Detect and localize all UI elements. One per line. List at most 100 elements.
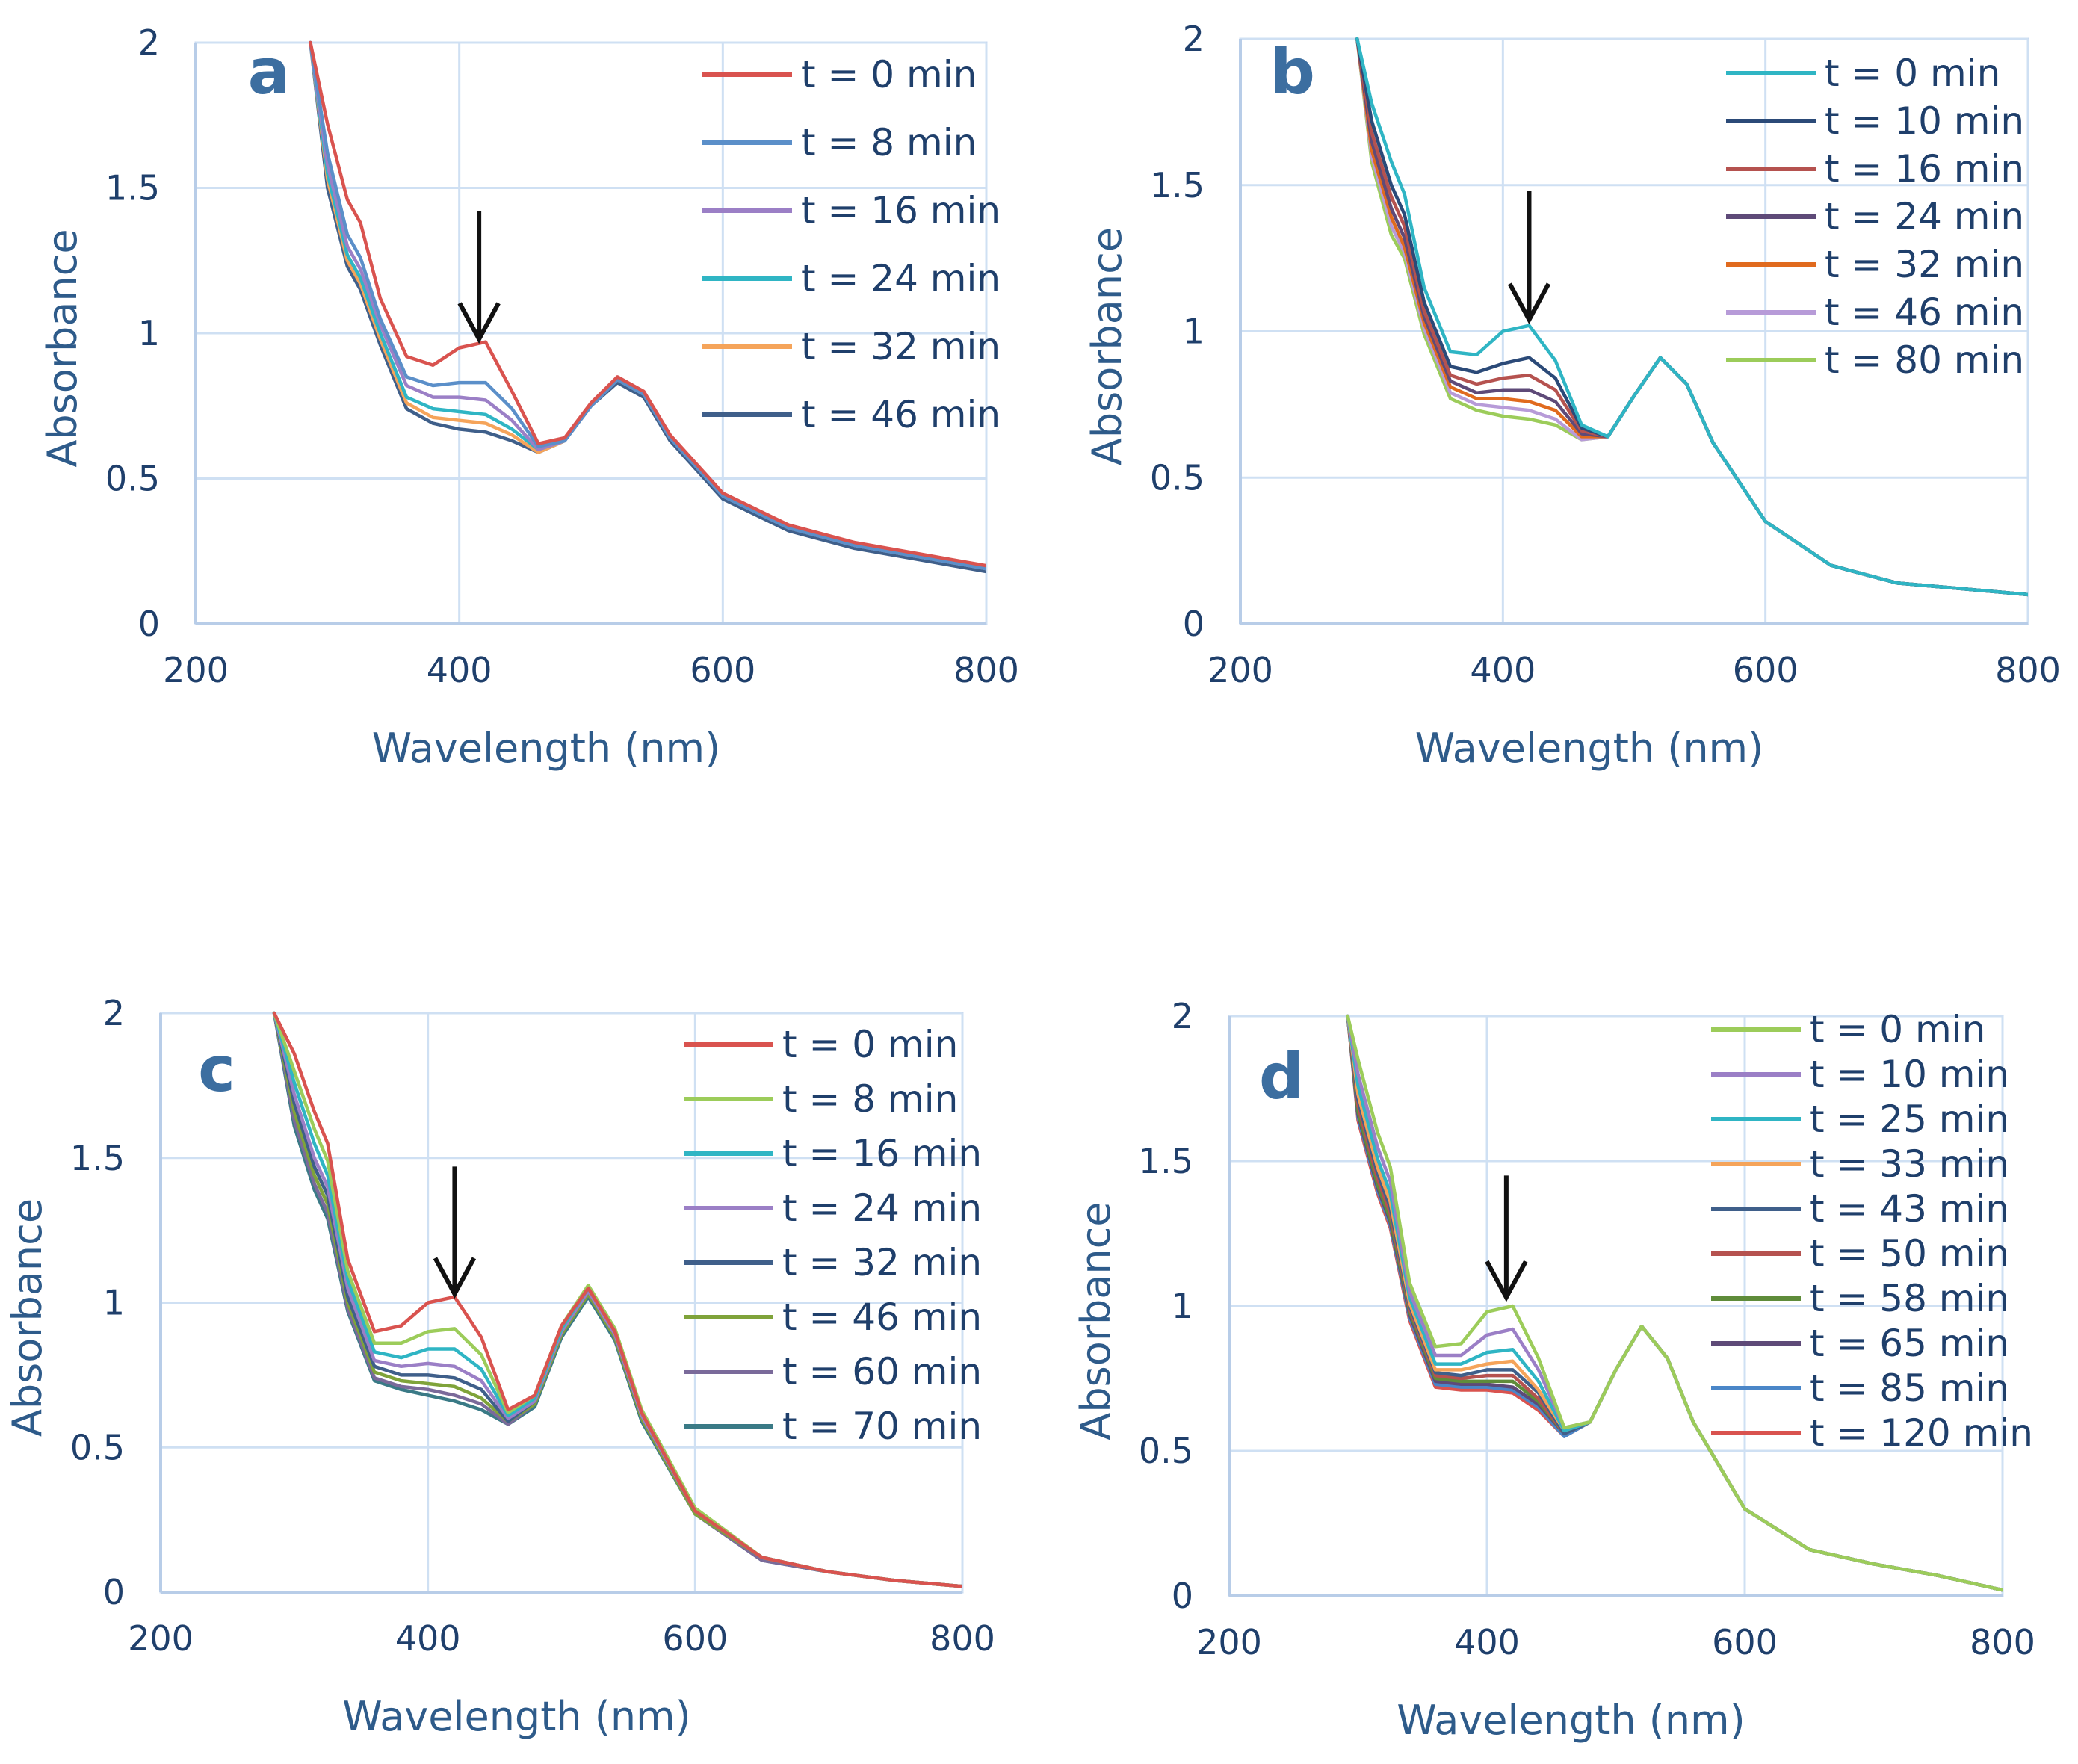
y-tick-label: 1.5 [1150, 165, 1205, 205]
x-axis-title: Wavelength (nm) [372, 725, 720, 772]
legend-label: t = 25 min [1810, 1098, 2009, 1141]
legend-label: t = 0 min [1810, 1008, 1985, 1051]
y-tick-label: 1.5 [1139, 1141, 1193, 1181]
legend-label: t = 43 min [1810, 1187, 2009, 1231]
legend-label: t = 33 min [1810, 1142, 2009, 1186]
legend-label: t = 32 min [1825, 243, 2024, 286]
x-tick-label: 200 [1207, 650, 1273, 690]
arrow-head [1507, 282, 1551, 325]
chart-panel-c: 200 400 600 800 0 0.5 1 1.5 2 Wavelength (nm) Abso… [4, 993, 995, 1740]
legend-label: t = 58 min [1810, 1277, 2009, 1320]
legend-label: t = 16 min [1825, 147, 2024, 191]
x-tick-label: 400 [427, 650, 492, 690]
series-line [1346, 1014, 2003, 1592]
legend-label: t = 70 min [782, 1405, 982, 1448]
x-tick-label: 600 [1712, 1622, 1778, 1662]
legend-label: t = 0 min [801, 53, 977, 96]
y-tick-label: 0.5 [70, 1427, 125, 1467]
x-tick-label: 200 [163, 650, 229, 690]
x-axis-title: Wavelength (nm) [1397, 1697, 1745, 1744]
y-tick-label: 2 [103, 993, 125, 1033]
legend-label: t = 46 min [782, 1296, 982, 1339]
legend-label: t = 0 min [782, 1023, 958, 1066]
series-group [1355, 37, 2028, 597]
legend-label: t = 10 min [1810, 1053, 2009, 1096]
legend: t = 0 min t = 8 min t = 16 min t = 24 min t … [702, 53, 1001, 436]
y-tick-label: 0 [1183, 604, 1205, 644]
legend-label: t = 0 min [1825, 52, 2000, 95]
legend-label: t = 24 min [782, 1186, 982, 1230]
y-tick-label: 0.5 [105, 459, 160, 499]
legend-label: t = 24 min [801, 257, 1001, 300]
series-line [309, 40, 986, 568]
panel-letter: a [248, 35, 291, 108]
legend-label: t = 80 min [1825, 338, 2024, 382]
series-line [1355, 37, 2028, 597]
legend-label: t = 65 min [1810, 1322, 2009, 1365]
legend-label: t = 8 min [782, 1077, 958, 1121]
legend-label: t = 85 min [1810, 1367, 2009, 1410]
y-tick-label: 1.5 [105, 168, 160, 208]
x-tick-label: 200 [128, 1618, 194, 1659]
panel-letter: d [1259, 1040, 1304, 1113]
y-tick-label: 1 [1172, 1286, 1193, 1326]
legend-label: t = 120 min [1810, 1411, 2033, 1455]
y-tick-label: 0 [138, 604, 160, 644]
x-tick-label: 600 [662, 1618, 728, 1659]
x-tick-label: 400 [395, 1618, 461, 1659]
series-group [272, 1011, 962, 1588]
x-axis-title: Wavelength (nm) [1415, 725, 1763, 772]
x-tick-label: 800 [1995, 650, 2061, 690]
y-tick-label: 0 [1172, 1576, 1193, 1616]
y-tick-label: 1 [103, 1283, 125, 1323]
y-tick-label: 1.5 [70, 1138, 125, 1178]
y-tick-label: 0.5 [1139, 1431, 1193, 1471]
chart-panel-d: 200 400 600 800 0 0.5 1 1.5 2 Wavelength (nm) Abso… [1072, 996, 2035, 1744]
y-tick-label: 0.5 [1150, 457, 1205, 498]
chart-panel-b: 200 400 600 800 0 0.5 1 1.5 2 Wavelength (nm) Abso… [1083, 19, 2061, 772]
x-tick-label: 600 [1733, 650, 1799, 690]
y-tick-label: 1 [1183, 312, 1205, 352]
x-tick-label: 200 [1196, 1622, 1262, 1662]
arrow-head [433, 1257, 477, 1299]
x-tick-label: 800 [953, 650, 1019, 690]
legend-label: t = 46 min [1825, 291, 2024, 334]
y-tick-label: 1 [138, 313, 160, 353]
legend-label: t = 46 min [801, 393, 1001, 436]
legend-label: t = 32 min [801, 325, 1001, 368]
legend-label: t = 10 min [1825, 99, 2024, 143]
legend-label: t = 24 min [1825, 195, 2024, 238]
legend-label: t = 60 min [782, 1350, 982, 1393]
y-tick-label: 0 [103, 1572, 125, 1612]
y-axis-title: Absorbance [1072, 1201, 1119, 1440]
x-tick-label: 400 [1470, 650, 1536, 690]
x-tick-label: 800 [1970, 1622, 2035, 1662]
y-tick-label: 2 [1183, 19, 1205, 59]
legend: t = 0 min t = 8 min t = 16 min t = 24 min t … [684, 1023, 982, 1448]
x-tick-label: 800 [930, 1618, 995, 1659]
y-tick-label: 2 [138, 22, 160, 63]
series-line [309, 40, 986, 571]
y-axis-title: Absorbance [1083, 227, 1131, 465]
x-tick-label: 400 [1454, 1622, 1520, 1662]
legend-label: t = 8 min [801, 121, 977, 164]
legend-label: t = 50 min [1810, 1232, 2009, 1275]
panel-letter: c [198, 1033, 235, 1106]
series-group [1346, 1014, 2003, 1592]
series-group [309, 40, 986, 574]
y-axis-title: Absorbance [4, 1198, 51, 1437]
legend-label: t = 16 min [801, 189, 1001, 232]
legend-label: t = 16 min [782, 1132, 982, 1175]
y-axis-title: Absorbance [39, 229, 86, 467]
y-tick-label: 2 [1172, 996, 1193, 1036]
series-line [272, 1011, 962, 1588]
panel-letter: b [1270, 35, 1315, 108]
chart-panel-a: 200 400 600 800 0 0.5 1 1.5 2 Wavelength (nm) Abso… [39, 22, 1019, 772]
legend-label: t = 32 min [782, 1241, 982, 1284]
x-tick-label: 600 [690, 650, 755, 690]
x-axis-title: Wavelength (nm) [342, 1693, 690, 1740]
arrow-head [457, 302, 501, 344]
